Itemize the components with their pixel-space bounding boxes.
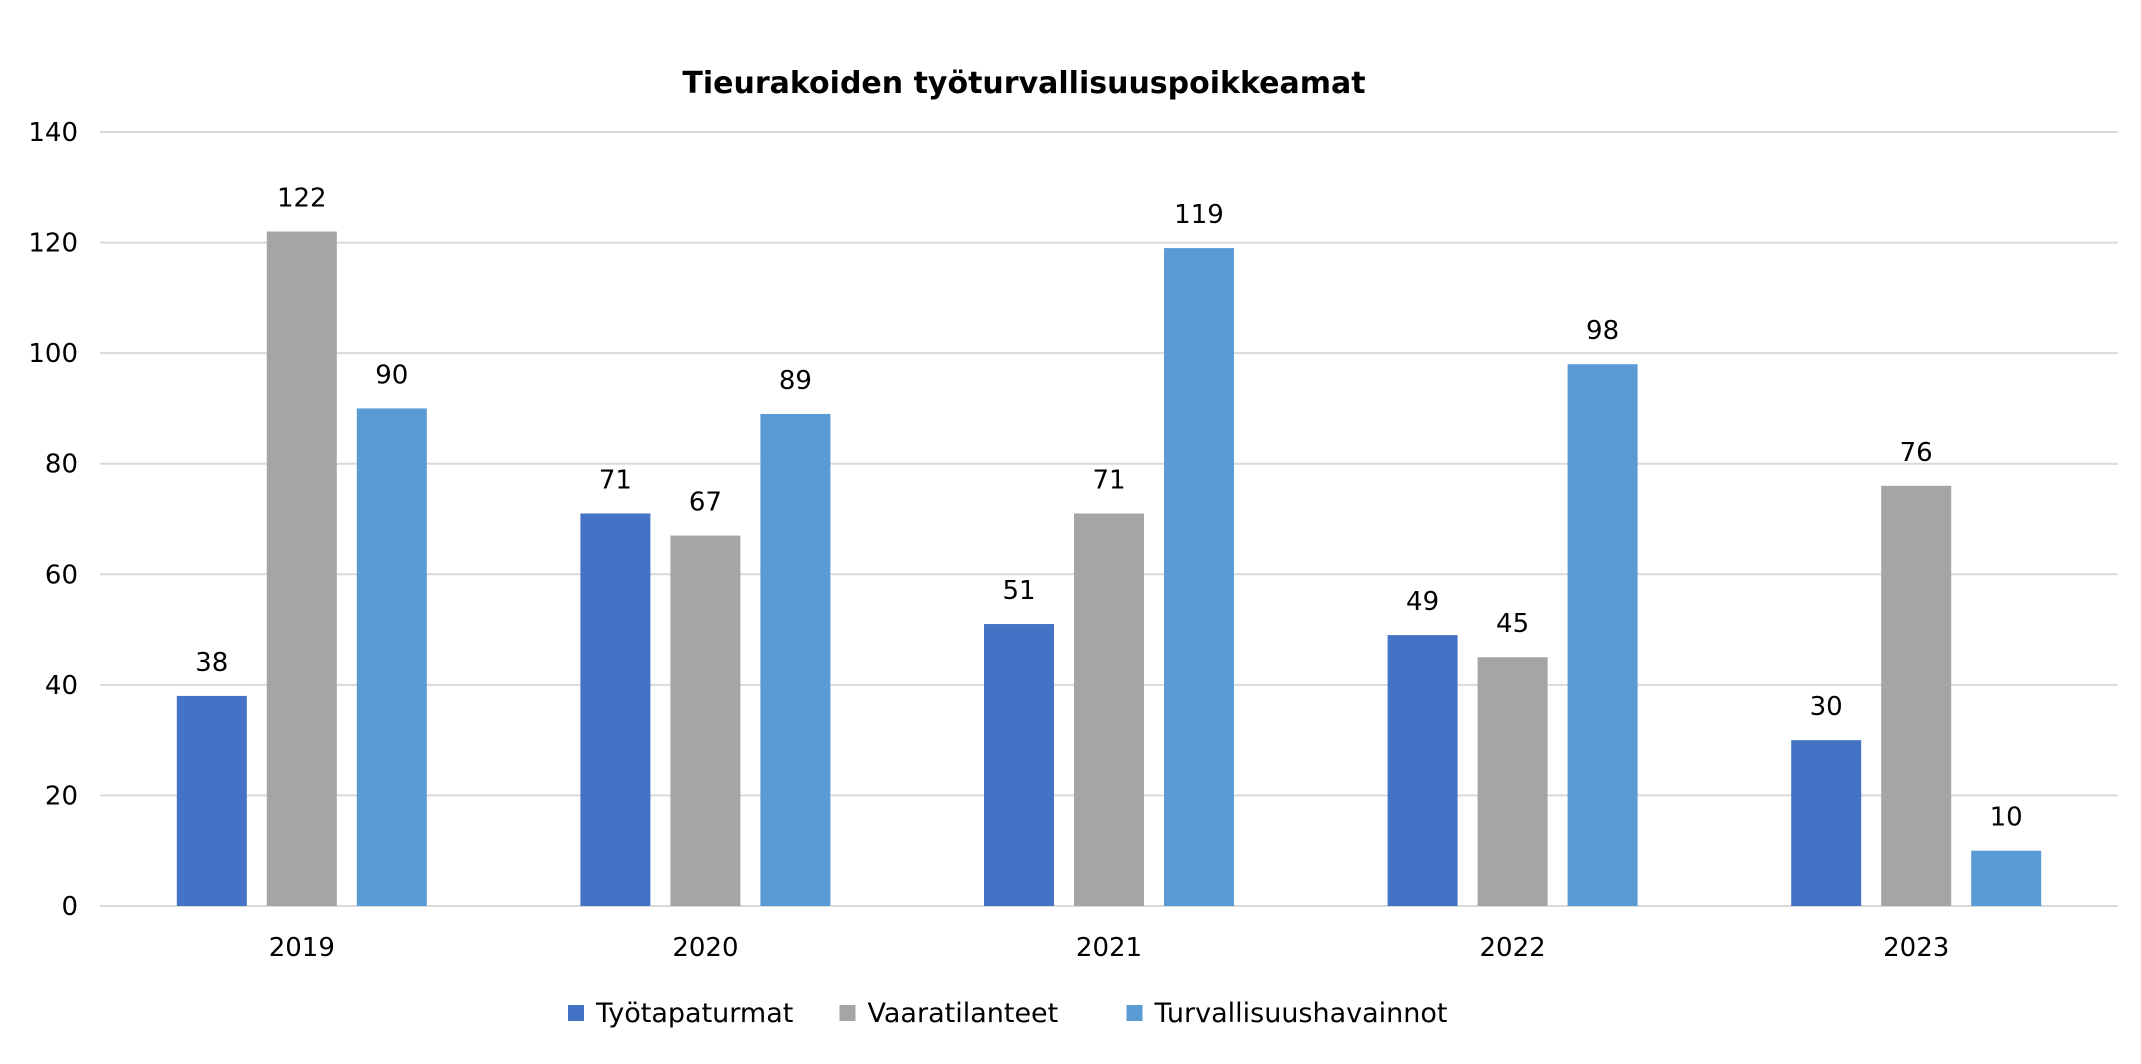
data-label: 122 bbox=[277, 184, 327, 214]
data-labels: 38 122 90 71 67 89 51 71 119 49 45 98 30 76 10 bbox=[195, 184, 2022, 833]
legend-swatch bbox=[1126, 1005, 1143, 1021]
legend-swatch bbox=[568, 1005, 584, 1021]
bar-2021-1 bbox=[1074, 513, 1144, 906]
x-axis-ticks: 2019 2020 2021 2022 2023 bbox=[269, 933, 1950, 963]
bar-2022-0 bbox=[1387, 635, 1458, 906]
bar-2022-2 bbox=[1567, 364, 1638, 906]
x-tick-label: 2020 bbox=[672, 933, 738, 963]
bar-2020-1 bbox=[670, 535, 741, 906]
y-tick-label: 120 bbox=[28, 229, 78, 259]
bar-2019-1 bbox=[266, 231, 337, 906]
bar-2021-0 bbox=[984, 624, 1054, 906]
y-axis-ticks: 0 20 40 60 80 100 120 140 bbox=[28, 118, 78, 922]
data-label: 38 bbox=[195, 648, 228, 678]
legend-swatch bbox=[839, 1005, 856, 1021]
x-tick-label: 2023 bbox=[1883, 933, 1949, 963]
bar-2022-1 bbox=[1477, 657, 1548, 906]
data-label: 89 bbox=[779, 366, 812, 396]
data-label: 76 bbox=[1900, 438, 1933, 468]
x-tick-label: 2021 bbox=[1076, 933, 1142, 963]
x-tick-label: 2019 bbox=[269, 933, 335, 963]
y-tick-label: 80 bbox=[45, 450, 78, 480]
bar-2020-2 bbox=[760, 413, 831, 906]
y-tick-label: 100 bbox=[28, 339, 78, 369]
legend-label: Turvallisuushavainnot bbox=[1154, 998, 1448, 1029]
legend-label: Työtapaturmat bbox=[595, 998, 793, 1029]
data-label: 10 bbox=[1990, 803, 2023, 833]
y-tick-label: 40 bbox=[45, 671, 78, 701]
bar-2019-2 bbox=[356, 408, 427, 906]
data-label: 71 bbox=[1092, 465, 1125, 495]
data-label: 98 bbox=[1586, 316, 1619, 346]
bar-2020-0 bbox=[580, 513, 651, 906]
bar-2019-0 bbox=[176, 695, 247, 906]
bar-2023-0 bbox=[1791, 740, 1862, 906]
legend-label: Vaaratilanteet bbox=[868, 998, 1059, 1029]
data-label: 119 bbox=[1174, 200, 1224, 230]
y-tick-label: 140 bbox=[28, 118, 78, 148]
y-tick-label: 0 bbox=[61, 892, 78, 922]
legend: Työtapaturmat Vaaratilanteet Turvallisuush… bbox=[568, 998, 1448, 1029]
y-tick-label: 20 bbox=[45, 781, 78, 811]
data-label: 45 bbox=[1496, 609, 1529, 639]
data-label: 49 bbox=[1406, 587, 1439, 617]
bar-2023-1 bbox=[1881, 485, 1952, 906]
chart-title: Tieurakoiden työturvallisuuspoikkeamat bbox=[682, 66, 1365, 101]
data-label: 51 bbox=[1002, 576, 1035, 606]
x-tick-label: 2022 bbox=[1480, 933, 1546, 963]
data-label: 67 bbox=[689, 488, 722, 518]
data-label: 90 bbox=[375, 360, 408, 390]
y-tick-label: 60 bbox=[45, 560, 78, 590]
bar-2021-2 bbox=[1164, 248, 1234, 907]
bar-2023-2 bbox=[1971, 850, 2042, 906]
bars bbox=[176, 231, 2042, 907]
data-label: 71 bbox=[599, 465, 632, 495]
data-label: 30 bbox=[1810, 692, 1843, 722]
